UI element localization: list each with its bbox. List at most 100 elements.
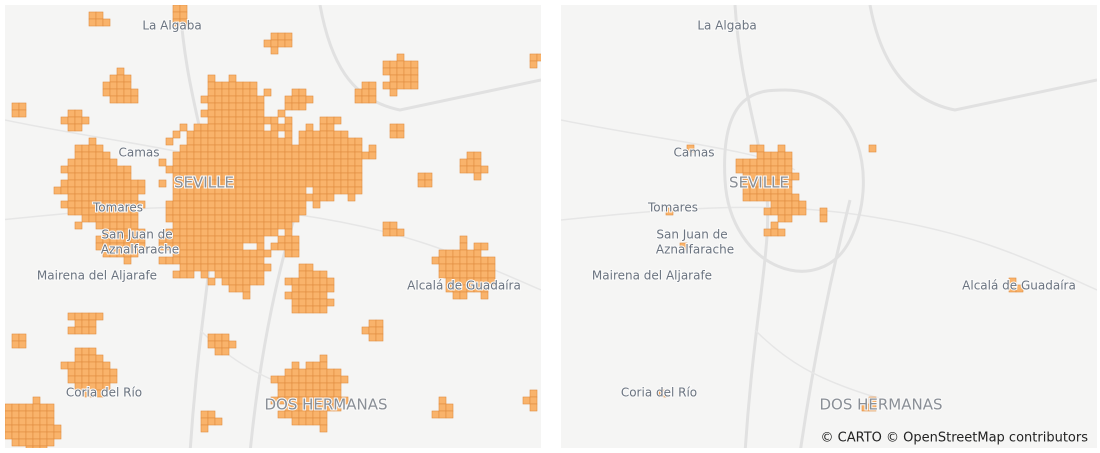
grid-cell	[249, 130, 258, 139]
grid-cell	[116, 74, 125, 83]
grid-cell	[354, 179, 363, 188]
grid-cell	[88, 319, 97, 328]
grid-cell	[340, 165, 349, 174]
grid-cell	[277, 172, 286, 181]
grid-cell	[763, 207, 772, 216]
grid-cell	[340, 158, 349, 167]
grid-cell	[137, 186, 146, 195]
grid-cell	[256, 200, 265, 209]
grid-cell	[172, 165, 181, 174]
grid-cell	[277, 242, 286, 251]
grid-cell	[375, 319, 384, 328]
grid-cell	[249, 81, 258, 90]
grid-cell	[756, 165, 765, 174]
grid-cell	[235, 144, 244, 153]
grid-cell	[74, 375, 83, 384]
grid-cell	[319, 368, 328, 377]
grid-cell	[777, 207, 786, 216]
grid-cell	[270, 200, 279, 209]
grid-cell	[207, 123, 216, 132]
grid-cell	[214, 221, 223, 230]
grid-cell	[326, 151, 335, 160]
grid-cell	[382, 221, 391, 230]
grid-cell	[123, 214, 132, 223]
grid-cell	[256, 193, 265, 202]
grid-cell	[39, 417, 48, 426]
grid-cell	[172, 130, 181, 139]
grid-cell	[284, 32, 293, 41]
grid-cell	[88, 18, 97, 27]
grid-cell	[235, 123, 244, 132]
grid-cell	[242, 228, 251, 237]
grid-cell	[242, 95, 251, 104]
grid-cell	[291, 235, 300, 244]
grid-cell	[207, 81, 216, 90]
grid-cell	[214, 151, 223, 160]
grid-cell	[305, 375, 314, 384]
grid-cell	[88, 347, 97, 356]
grid-cell	[784, 151, 793, 160]
grid-cell	[763, 228, 772, 237]
grid-cell	[424, 179, 433, 188]
grid-cell	[431, 410, 440, 419]
grid-cell	[67, 193, 76, 202]
grid-cell	[214, 193, 223, 202]
grid-cell	[221, 214, 230, 223]
grid-cell	[165, 165, 174, 174]
grid-cell	[417, 179, 426, 188]
road	[318, 5, 541, 112]
grid-cell	[5, 410, 13, 419]
grid-cell	[742, 193, 751, 202]
grid-cell	[340, 137, 349, 146]
grid-cell	[298, 200, 307, 209]
grid-cell	[312, 368, 321, 377]
grid-cell	[95, 11, 104, 20]
grid-cell	[284, 291, 293, 300]
grid-cell	[291, 102, 300, 111]
map-right[interactable]	[561, 5, 1097, 448]
grid-cell	[770, 193, 779, 202]
grid-cell	[88, 368, 97, 377]
grid-cell	[284, 375, 293, 384]
grid-cell	[95, 186, 104, 195]
grid-cell	[18, 403, 27, 412]
place-label: La Algaba	[697, 19, 756, 33]
grid-cell	[221, 151, 230, 160]
grid-cell	[95, 18, 104, 27]
grid-cell	[235, 116, 244, 125]
grid-cell	[235, 172, 244, 181]
grid-cell	[333, 144, 342, 153]
grid-cell	[284, 214, 293, 223]
grid-cell	[67, 200, 76, 209]
grid-cell	[200, 109, 209, 118]
grid-cell	[536, 53, 541, 62]
grid-cell	[312, 284, 321, 293]
grid-cell	[214, 347, 223, 356]
grid-cell	[256, 172, 265, 181]
grid-cell	[305, 179, 314, 188]
grid-cell	[284, 382, 293, 391]
grid-cell	[382, 81, 391, 90]
grid-cell	[749, 144, 758, 153]
grid-cell	[242, 214, 251, 223]
grid-cell	[270, 165, 279, 174]
grid-cell	[770, 221, 779, 230]
grid-cell	[333, 179, 342, 188]
grid-cell	[291, 291, 300, 300]
grid-cell	[214, 130, 223, 139]
grid-cell	[193, 193, 202, 202]
grid-cell	[214, 137, 223, 146]
grid-cell	[298, 375, 307, 384]
grid-cell	[791, 200, 800, 209]
grid-cell	[326, 137, 335, 146]
grid-cell	[81, 375, 90, 384]
grid-cell	[116, 186, 125, 195]
grid-cell	[207, 95, 216, 104]
grid-cell	[179, 18, 188, 27]
grid-cell	[88, 312, 97, 321]
grid-cell	[207, 130, 216, 139]
grid-cell	[438, 403, 447, 412]
grid-cell	[277, 214, 286, 223]
grid-cell	[770, 158, 779, 167]
grid-cell	[347, 165, 356, 174]
